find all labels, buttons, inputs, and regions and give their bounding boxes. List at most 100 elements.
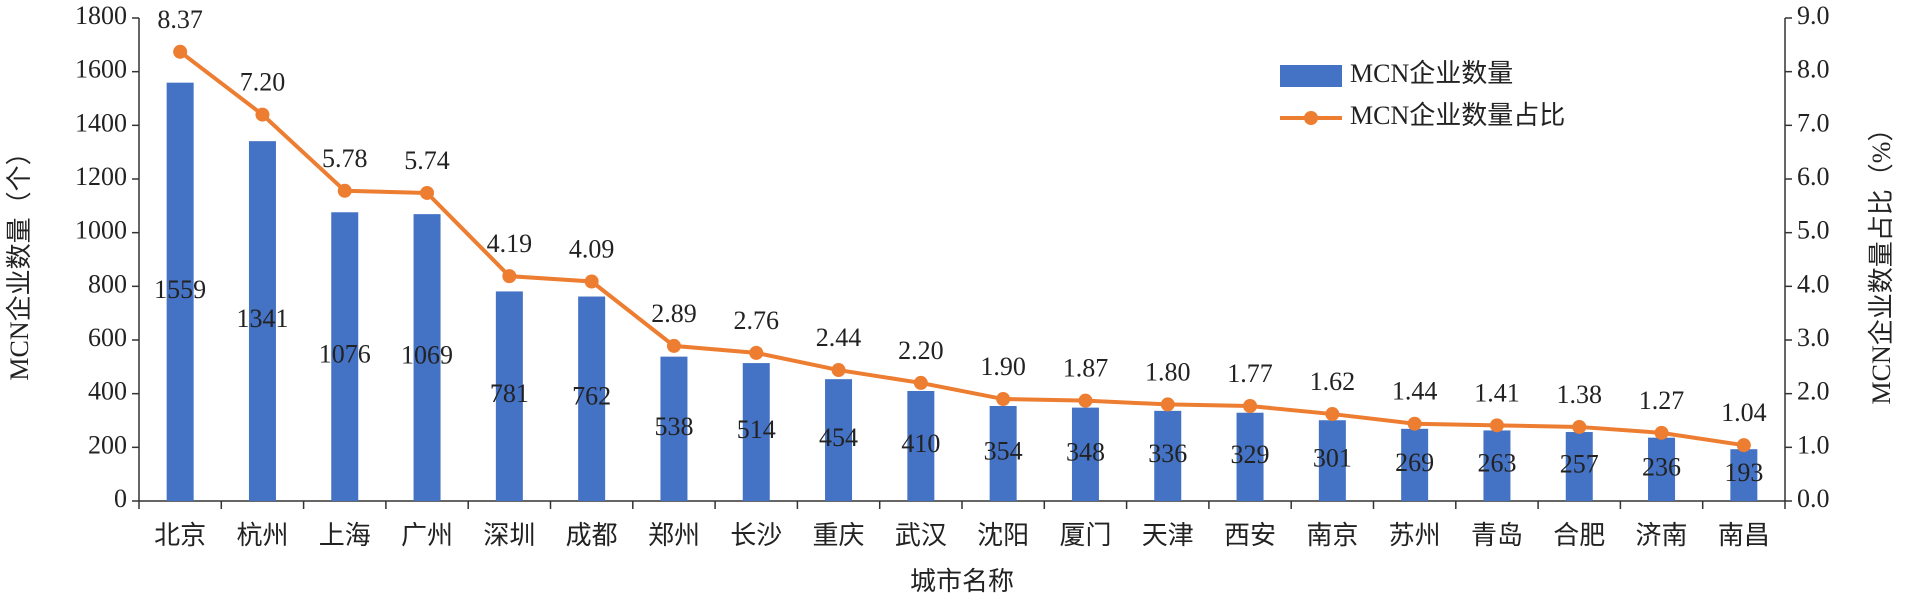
line-value-label: 8.37 (157, 5, 203, 34)
line-value-label: 2.76 (734, 306, 780, 335)
line-value-label: 1.04 (1721, 398, 1767, 427)
line-marker (1489, 418, 1504, 433)
legend-label: MCN企业数量占比 (1350, 101, 1565, 130)
bar-value-label: 454 (819, 423, 858, 452)
line-value-label: 1.38 (1557, 380, 1603, 409)
y-tick-label: 1800 (75, 1, 127, 30)
bar-value-label: 193 (1724, 458, 1763, 487)
line-marker (173, 44, 188, 59)
bar-value-label: 348 (1066, 437, 1105, 466)
line-value-label: 1.41 (1474, 378, 1520, 407)
y-tick-label: 1600 (75, 55, 127, 84)
x-tick-label: 重庆 (813, 521, 865, 550)
legend-swatch (1280, 65, 1342, 87)
x-tick-label: 南京 (1306, 521, 1358, 550)
line-marker (996, 392, 1011, 407)
bar (1565, 432, 1593, 501)
line-value-label: 5.74 (404, 146, 450, 175)
line-value-label: 1.62 (1310, 367, 1356, 396)
x-tick-label: 天津 (1142, 521, 1194, 550)
y2-tick-label: 0.0 (1797, 484, 1830, 513)
bar-value-label: 257 (1560, 449, 1599, 478)
y-tick-label: 1000 (75, 216, 127, 245)
line-value-label: 1.77 (1227, 359, 1273, 388)
line-marker (1736, 438, 1751, 453)
line-value-label: 2.44 (816, 323, 862, 352)
x-tick-label: 郑州 (648, 521, 700, 550)
bar-value-label: 514 (737, 415, 776, 444)
x-tick-label: 苏州 (1389, 521, 1441, 550)
bar (1483, 430, 1511, 501)
line-marker (1078, 393, 1093, 408)
line-marker (337, 183, 352, 198)
bar-value-label: 1069 (401, 341, 453, 370)
y2-tick-label: 9.0 (1797, 1, 1830, 30)
line-marker (913, 375, 928, 390)
y-tick-label: 1200 (75, 162, 127, 191)
bar (660, 356, 688, 501)
line-marker (1243, 399, 1258, 414)
line-value-label: 7.20 (240, 68, 286, 97)
x-tick-label: 武汉 (895, 521, 947, 550)
x-tick-label: 厦门 (1059, 521, 1111, 550)
bar (1236, 412, 1264, 501)
line-marker (749, 345, 764, 360)
bar (578, 296, 606, 501)
x-tick-label: 合肥 (1553, 521, 1605, 550)
bar (1730, 449, 1758, 501)
x-tick-label: 济南 (1636, 521, 1688, 550)
bar-value-label: 354 (984, 436, 1023, 465)
legend-swatch (1304, 111, 1318, 125)
line-marker (502, 269, 517, 284)
bar (907, 390, 935, 501)
x-tick-label: 广州 (401, 521, 453, 550)
y2-tick-label: 5.0 (1797, 216, 1830, 245)
line-value-label: 1.27 (1639, 386, 1685, 415)
x-tick-label: 深圳 (483, 521, 535, 550)
line-value-label: 1.90 (980, 352, 1026, 381)
y-tick-label: 800 (88, 269, 127, 298)
line-marker (1654, 425, 1669, 440)
y-tick-label: 1400 (75, 108, 127, 137)
line-value-label: 1.80 (1145, 357, 1191, 386)
line-value-label: 2.89 (651, 299, 697, 328)
y2-tick-label: 8.0 (1797, 55, 1830, 84)
y2-tick-label: 3.0 (1797, 323, 1830, 352)
bar (1154, 410, 1182, 501)
bar-value-label: 410 (901, 429, 940, 458)
bar-value-label: 1076 (319, 340, 371, 369)
bar (495, 291, 523, 501)
line-marker (1407, 416, 1422, 431)
bar (989, 406, 1017, 501)
y2-tick-label: 6.0 (1797, 162, 1830, 191)
line-marker (666, 338, 681, 353)
x-axis-label: 城市名称 (910, 567, 1014, 596)
x-tick-label: 西安 (1224, 521, 1276, 550)
bar (1318, 420, 1346, 501)
y-tick-label: 600 (88, 323, 127, 352)
bar-value-label: 1341 (236, 304, 288, 333)
x-tick-label: 青岛 (1471, 521, 1523, 550)
line-marker (584, 274, 599, 289)
line-marker (255, 107, 270, 122)
bar (742, 363, 770, 501)
y2-tick-label: 7.0 (1797, 108, 1830, 137)
y2-tick-label: 2.0 (1797, 377, 1830, 406)
bar (413, 214, 441, 501)
bar (248, 141, 276, 502)
bar-value-label: 336 (1148, 439, 1187, 468)
y-tick-label: 200 (88, 430, 127, 459)
line-value-label: 5.78 (322, 144, 368, 173)
y-tick-label: 0 (114, 484, 127, 513)
line (178, 50, 1745, 448)
line-marker (420, 185, 435, 200)
y2-tick-label: 1.0 (1797, 430, 1830, 459)
line-value-label: 1.44 (1392, 377, 1438, 406)
x-tick-label: 北京 (154, 521, 206, 550)
line-marker (1325, 407, 1340, 422)
bar-value-label: 263 (1477, 449, 1516, 478)
x-tick-label: 上海 (319, 521, 371, 550)
bar-value-label: 236 (1642, 452, 1681, 481)
bar-value-label: 781 (490, 379, 529, 408)
